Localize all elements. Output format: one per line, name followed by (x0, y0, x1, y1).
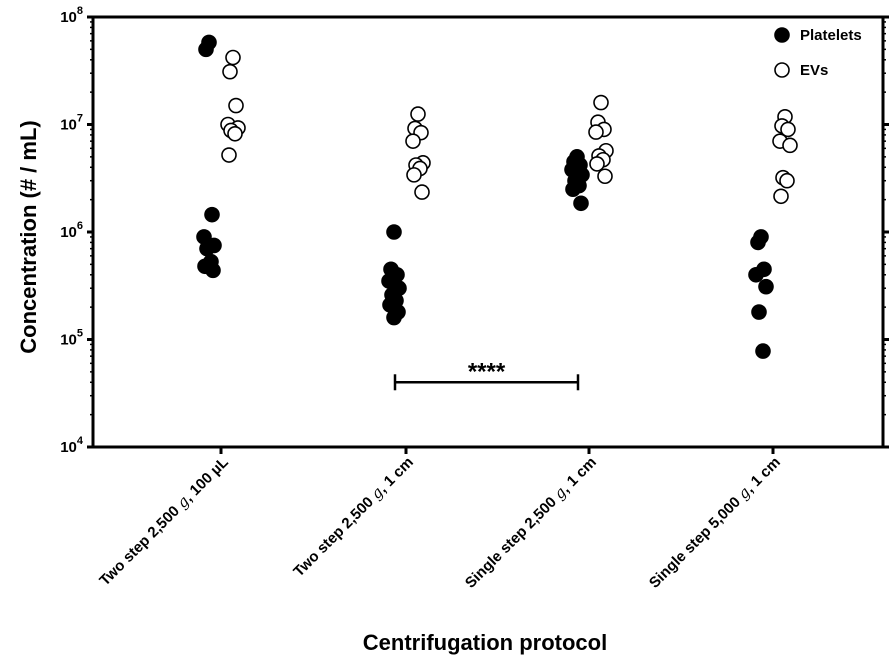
ev-point (225, 49, 241, 66)
ev-point (227, 125, 243, 142)
legend-marker (774, 27, 790, 43)
ev-point (588, 124, 604, 140)
platelet-point (205, 262, 221, 279)
ev-point (222, 63, 238, 80)
x-axis: Two step 2,500 g, 100 µL Two step 2,500 g… (96, 447, 784, 592)
y-tick-label: 107 (60, 113, 83, 134)
x-tick-label: Two step 2,500 g, 1 cm (290, 453, 417, 580)
platelet-point (386, 309, 402, 326)
platelet-point (386, 224, 402, 240)
x-tick-label: Single step 2,500 g, 1 cm (461, 453, 600, 592)
x-tick-label: Single step 5,000 g, 1 cm (645, 453, 784, 592)
ev-point (773, 188, 789, 205)
legend-label: EVs (800, 62, 828, 79)
platelet-point (565, 181, 581, 198)
ev-point (597, 168, 613, 185)
platelet-point (751, 304, 767, 320)
ev-point (228, 97, 244, 114)
platelet-point (204, 206, 220, 223)
y-axis: 104 105 106 107 108 (60, 5, 889, 456)
y-tick-label: 108 (60, 5, 83, 26)
significance-label: **** (468, 358, 506, 385)
ev-point (414, 184, 430, 200)
ev-point (779, 172, 795, 189)
platelet-point (198, 41, 214, 58)
y-tick-label: 105 (60, 328, 83, 349)
ev-point (782, 137, 798, 154)
y-tick-label: 106 (60, 220, 83, 241)
platelet-point (750, 234, 766, 251)
ev-point (780, 121, 796, 138)
platelet-point (748, 266, 764, 283)
ev-point (406, 167, 422, 183)
legend-label: Platelets (800, 27, 862, 44)
data-points (196, 34, 798, 359)
legend-marker (774, 62, 790, 78)
x-axis-title: Centrifugation protocol (363, 630, 607, 655)
y-axis-title: Concentration (# / mL) (16, 120, 41, 353)
legend: Platelets EVs (774, 27, 862, 79)
x-tick-label: Two step 2,500 g, 100 µL (96, 453, 232, 589)
platelet-point (755, 343, 771, 359)
ev-point (589, 156, 605, 172)
y-tick-label: 104 (60, 435, 84, 456)
ev-point (593, 94, 609, 111)
platelet-point (199, 240, 215, 257)
significance-bracket: **** (393, 358, 580, 391)
ev-point (410, 106, 426, 122)
platelet-point (573, 195, 589, 212)
platelet-point (758, 278, 774, 295)
ev-point (221, 147, 237, 163)
ev-point (405, 133, 421, 149)
